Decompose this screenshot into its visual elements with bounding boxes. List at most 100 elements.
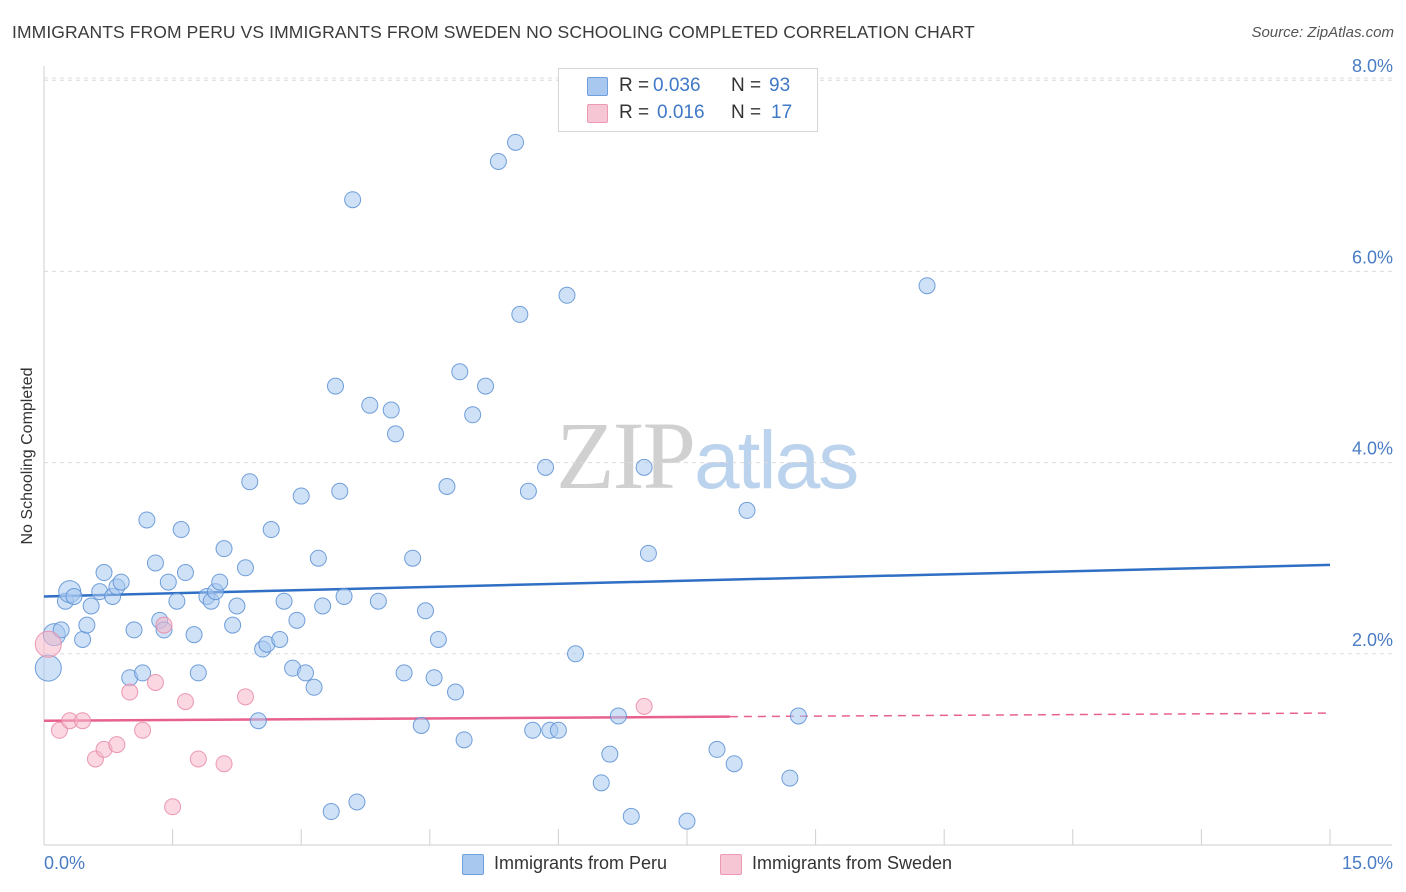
point-peru <box>519 482 537 500</box>
point-peru <box>138 511 156 529</box>
legend-label-sweden: Immigrants from Sweden <box>752 853 953 873</box>
point-peru <box>241 473 259 491</box>
data-points <box>34 133 936 830</box>
trend-line-sweden <box>43 715 730 722</box>
point-peru <box>168 592 186 610</box>
point-peru <box>477 377 495 395</box>
point-sweden <box>635 697 653 715</box>
point-peru <box>52 621 70 639</box>
point-peru <box>567 645 585 663</box>
point-peru <box>288 611 306 629</box>
trend-lines <box>43 563 1331 722</box>
point-peru <box>708 740 726 758</box>
point-peru <box>417 602 435 620</box>
point-peru <box>549 721 567 739</box>
point-peru <box>228 597 246 615</box>
point-peru <box>78 616 96 634</box>
point-peru <box>292 487 310 505</box>
point-peru <box>382 401 400 419</box>
point-peru <box>447 683 465 701</box>
point-peru <box>249 712 267 730</box>
point-peru <box>622 807 640 825</box>
point-peru <box>464 406 482 424</box>
point-peru <box>112 573 130 591</box>
point-peru <box>781 769 799 787</box>
legend-label-peru: Immigrants from Peru <box>494 853 668 873</box>
point-sweden <box>74 712 92 730</box>
point-peru <box>725 755 743 773</box>
point-peru <box>262 521 280 539</box>
point-peru <box>438 478 456 495</box>
trend-line-peru <box>43 563 1331 598</box>
point-peru <box>74 630 92 648</box>
point-peru <box>601 745 619 763</box>
watermark: ZIPatlas <box>556 400 859 511</box>
point-peru <box>326 377 344 395</box>
point-peru <box>224 616 242 634</box>
correlation-stats-box: R = 0.036 N = 93 R = 0.016 N = 17 <box>558 68 818 132</box>
stats-row-peru: R = 0.036 N = 93 <box>559 73 817 100</box>
point-peru <box>185 626 203 644</box>
point-peru <box>215 540 233 558</box>
point-peru <box>305 678 323 696</box>
point-peru <box>275 592 293 610</box>
n-value: 93 <box>769 75 791 96</box>
point-peru <box>82 597 100 615</box>
y-tick-label: 8.0% <box>1352 56 1393 76</box>
point-peru <box>322 803 340 821</box>
point-peru <box>387 425 405 443</box>
point-peru <box>524 721 542 739</box>
point-sweden <box>155 616 173 634</box>
point-peru <box>609 707 627 725</box>
point-peru <box>404 549 422 567</box>
point-peru <box>412 717 430 734</box>
y-tick-label: 2.0% <box>1352 630 1393 650</box>
point-peru <box>425 669 443 687</box>
point-peru <box>125 621 143 639</box>
point-peru <box>344 191 362 209</box>
point-peru <box>635 458 653 476</box>
point-peru <box>507 133 525 151</box>
point-peru <box>34 654 62 682</box>
axes <box>43 66 1392 846</box>
y-tick-label: 4.0% <box>1352 439 1393 459</box>
point-peru <box>331 482 349 500</box>
point-peru <box>314 597 332 615</box>
point-sweden <box>34 630 62 658</box>
legend-swatch-peru <box>462 854 484 875</box>
point-peru <box>395 664 413 682</box>
point-sweden <box>164 798 182 816</box>
point-peru <box>271 630 289 648</box>
point-sweden <box>176 693 194 711</box>
n-label: N = <box>731 75 762 96</box>
chart-title: IMMIGRANTS FROM PERU VS IMMIGRANTS FROM … <box>12 22 975 42</box>
point-peru <box>176 564 194 582</box>
y-tick-label: 6.0% <box>1352 247 1393 267</box>
point-peru <box>738 501 756 519</box>
point-peru <box>361 396 379 414</box>
stats-swatch-peru <box>587 77 608 96</box>
point-peru <box>236 559 254 577</box>
x-tick-label-max: 15.0% <box>1342 853 1393 873</box>
point-peru <box>537 458 555 476</box>
point-peru <box>558 286 576 304</box>
point-peru <box>95 564 113 582</box>
point-sweden <box>189 750 207 768</box>
point-peru <box>172 521 190 539</box>
point-peru <box>159 573 177 591</box>
point-peru <box>335 587 353 605</box>
point-peru <box>65 587 83 605</box>
tick-labels: 2.0% 4.0% 6.0% 8.0% 0.0% 15.0% <box>44 56 1393 873</box>
stats-swatch-sweden <box>587 104 608 123</box>
point-peru <box>369 592 387 610</box>
point-peru <box>489 152 507 170</box>
point-sweden <box>121 683 139 701</box>
point-peru <box>451 363 469 381</box>
x-tick-label-min: 0.0% <box>44 853 85 873</box>
point-sweden <box>236 688 254 706</box>
point-sweden <box>134 721 152 739</box>
point-peru <box>348 793 366 811</box>
point-peru <box>134 664 152 682</box>
r-value: 0.036 <box>653 75 701 96</box>
